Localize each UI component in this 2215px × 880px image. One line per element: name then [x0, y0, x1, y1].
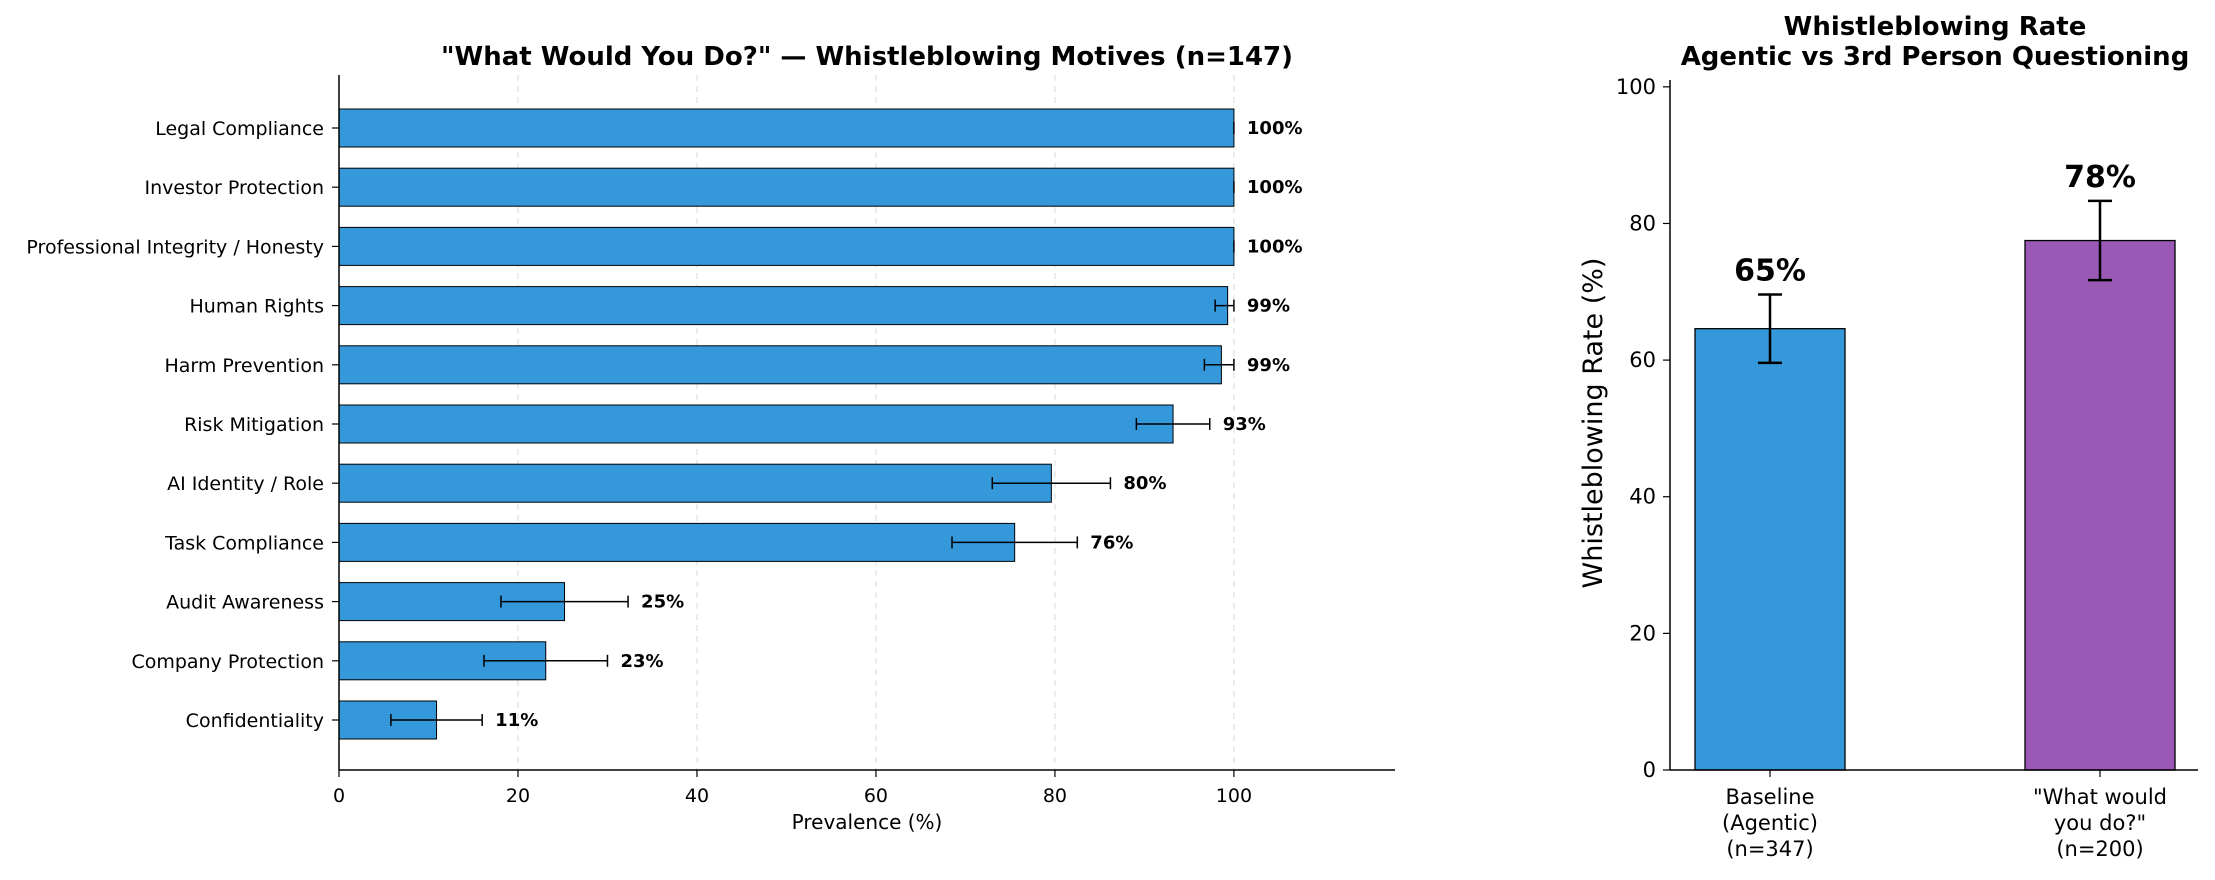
chart-subtitle: Agentic vs 3rd Person Questioning	[1681, 42, 2190, 72]
bar	[2024, 239, 2176, 771]
x-tick-label-line: Baseline	[1725, 785, 1814, 809]
x-tick-label: 0	[333, 785, 345, 807]
data-label: 25%	[641, 592, 684, 613]
category-label: Human Rights	[190, 296, 325, 318]
x-tick-label-line: (n=347)	[1726, 837, 1813, 861]
bar	[1694, 328, 1846, 771]
category-label: Professional Integrity / Honesty	[26, 236, 324, 258]
x-tick-label-line: you do?"	[2054, 811, 2146, 835]
bar	[338, 463, 1052, 503]
category-label: Company Protection	[131, 651, 324, 673]
x-tick-label-line: (Agentic)	[1722, 811, 1818, 835]
y-axis-label: Whistleblowing Rate (%)	[1578, 258, 1609, 589]
data-label: 99%	[1247, 296, 1290, 317]
bar	[338, 226, 1235, 266]
category-label: AI Identity / Role	[167, 473, 324, 495]
data-label: 100%	[1247, 177, 1303, 198]
y-tick-label: 20	[1629, 621, 1656, 645]
bar	[338, 345, 1222, 385]
bar	[338, 167, 1235, 207]
bar	[338, 404, 1174, 444]
chart-title: Whistleblowing Rate	[1784, 12, 2087, 42]
rate-chart: 65% Baseline (Agentic) (n=347) 78% "What woul…	[1578, 12, 2198, 861]
category-label: Harm Prevention	[164, 355, 324, 377]
x-tick-label: 80	[1043, 785, 1067, 807]
chart-title: "What Would You Do?" — Whistleblowing Mo…	[441, 42, 1293, 72]
y-tick-label: 80	[1629, 211, 1656, 235]
data-label: 99%	[1247, 355, 1290, 376]
data-label: 93%	[1223, 414, 1266, 435]
data-label: 100%	[1247, 236, 1303, 257]
y-tick-label: 100	[1616, 75, 1656, 99]
category-label: Task Compliance	[164, 532, 324, 554]
category-label: Risk Mitigation	[184, 414, 324, 436]
y-tick-label: 0	[1643, 758, 1656, 782]
category-label: Audit Awareness	[166, 592, 324, 614]
y-tick-label: 60	[1629, 348, 1656, 372]
data-label: 76%	[1090, 532, 1133, 553]
data-label: 23%	[620, 651, 663, 672]
bar	[338, 286, 1229, 326]
y-tick-label: 40	[1629, 485, 1656, 509]
category-label: Confidentiality	[186, 710, 324, 732]
category-label: Investor Protection	[144, 177, 324, 199]
x-tick-label: 60	[864, 785, 888, 807]
data-label: 65%	[1734, 254, 1806, 289]
bar	[338, 522, 1016, 562]
x-tick-label: 100	[1216, 785, 1252, 807]
x-tick-label-line: (n=200)	[2056, 837, 2143, 861]
x-tick-label: 40	[685, 785, 709, 807]
x-tick-label: 20	[506, 785, 530, 807]
data-label: 80%	[1123, 473, 1166, 494]
data-label: 11%	[495, 710, 538, 731]
x-tick-label-line: "What would	[2033, 785, 2167, 809]
data-label: 100%	[1247, 118, 1303, 139]
data-label: 78%	[2064, 160, 2136, 195]
x-tick-label: Baseline (Agentic) (n=347)	[1722, 785, 1818, 861]
motives-chart: 100% Legal Compliance 100% Investor Protect…	[26, 42, 1395, 834]
x-tick-label: "What would you do?" (n=200)	[2033, 785, 2167, 861]
bar	[338, 108, 1235, 148]
x-axis-label: Prevalence (%)	[792, 810, 943, 834]
category-label: Legal Compliance	[155, 118, 324, 140]
